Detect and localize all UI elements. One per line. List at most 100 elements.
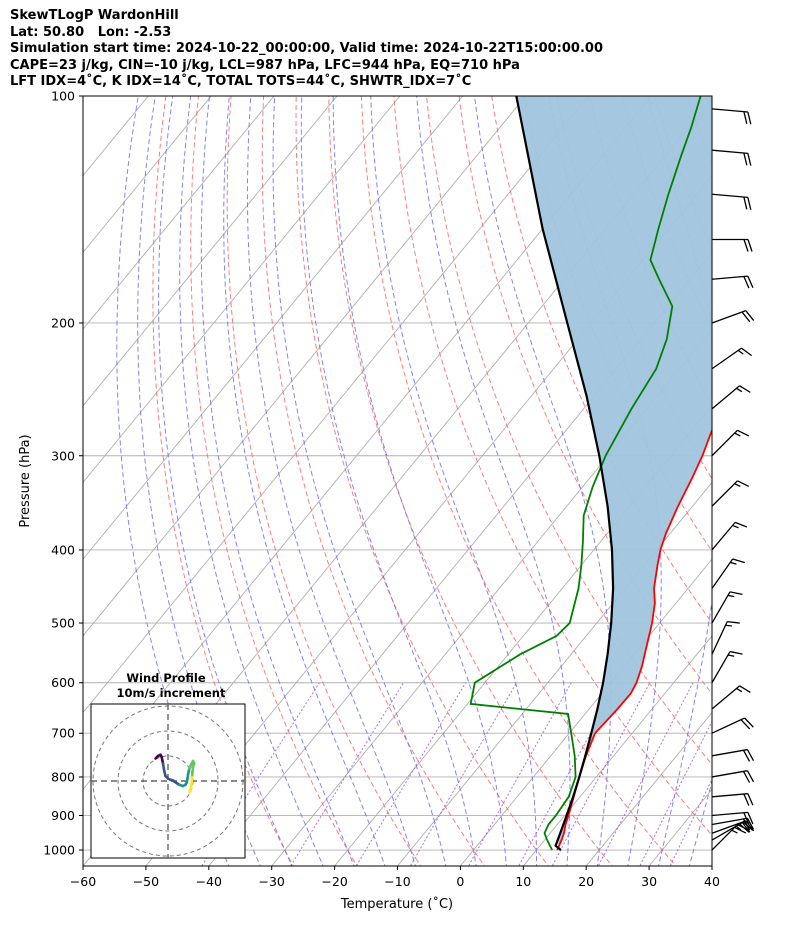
barb-shaft: [711, 558, 734, 589]
series-layer: [469, 96, 712, 851]
barb-half-flag: [732, 524, 739, 529]
parcel-path: [515, 96, 615, 851]
moist-adiabat: [548, 96, 662, 866]
barb-flag: [741, 347, 753, 357]
barb-half-flag: [725, 624, 732, 627]
wind-barb: [712, 238, 753, 252]
isotherm-line: [522, 635, 712, 866]
dry-adiabat: [393, 96, 712, 836]
y-tick-label: 900: [51, 808, 75, 823]
cape-area: [516, 96, 712, 850]
wind-barb: [711, 591, 743, 624]
moist-adiabat: [158, 96, 293, 866]
wind-barb: [711, 685, 751, 710]
barb-flag: [741, 311, 751, 323]
wind-barb: [711, 748, 755, 762]
moist-adiabat: [223, 96, 386, 866]
barb-flag: [742, 749, 751, 762]
barb-shaft: [711, 310, 747, 324]
barb-flag: [734, 521, 748, 528]
wind-barb: [711, 275, 754, 289]
dry-adiabat: [426, 96, 712, 766]
barb-shaft: [711, 347, 742, 370]
wind-barb: [711, 620, 740, 655]
mixing-ratio-line: [290, 682, 404, 866]
barb-flag: [747, 812, 754, 825]
barb-flag: [732, 558, 745, 564]
barb-flag: [739, 385, 751, 393]
chart-header: SkewTLogP WardonHill Lat: 50.80 Lon: -2.5…: [10, 8, 603, 91]
x-tick-label: 40: [704, 874, 720, 889]
wind-barb: [711, 558, 745, 589]
barb-shaft: [711, 149, 748, 154]
wind-barb: [711, 480, 750, 507]
barb-shaft: [711, 685, 740, 710]
isotherm-line: [83, 96, 401, 484]
barb-flag: [737, 429, 750, 437]
barb-half-flag: [736, 687, 743, 693]
dry-adiabat: [458, 96, 712, 695]
barb-flag: [742, 818, 751, 831]
barb-shaft: [711, 817, 748, 826]
wind-barb: [711, 310, 755, 324]
barb-shaft: [711, 748, 748, 757]
x-axis-label: Temperature (˚C): [340, 896, 453, 912]
wind-barb: [711, 385, 751, 410]
isotherm-line: [83, 96, 212, 254]
axes: −60 −50 −40 −30 −20 −10 0 10 20 30 40 1000 900 800 700…: [43, 89, 720, 890]
hodo-segment: [188, 789, 192, 794]
x-tick-label: −50: [133, 874, 159, 889]
x-tick-label: −10: [384, 874, 410, 889]
barb-shaft: [711, 591, 731, 624]
wind-barb: [711, 811, 754, 825]
isotherm-line: [83, 96, 275, 330]
dry-adiabat: [190, 96, 358, 866]
isotherm-line: [83, 96, 464, 560]
time-line: Simulation start time: 2024-10-22_00:00:…: [10, 41, 603, 57]
barb-flag: [743, 239, 749, 252]
dry-adiabat: [714, 79, 794, 869]
barb-flag: [745, 820, 755, 832]
dry-adiabat: [226, 96, 422, 866]
barb-shaft: [711, 717, 745, 734]
isotherm-line: [459, 558, 712, 866]
cape-line: CAPE=23 j/kg, CIN=-10 j/kg, LCL=987 hPa,…: [10, 57, 520, 73]
inset-subtitle: 10m/s increment: [117, 686, 226, 700]
index-line: LFT IDX=4˚C, K IDX=14˚C, TOTAL TOTS=44˚C…: [10, 74, 472, 90]
barb-shaft: [711, 521, 736, 551]
chart-title: SkewTLogP WardonHill: [10, 8, 179, 23]
x-tick-label: −40: [196, 874, 222, 889]
moist-adiabat: [246, 96, 417, 866]
barb-flag: [747, 111, 752, 125]
barb-half-flag: [737, 349, 744, 355]
dry-adiabat: [295, 96, 549, 866]
wind-barbs: [711, 108, 755, 851]
moist-adiabat: [370, 96, 538, 866]
moist-adiabat: [300, 96, 477, 866]
barb-shaft: [711, 824, 738, 851]
barb-flag: [745, 310, 755, 321]
barb-shaft: [711, 275, 748, 280]
barb-half-flag: [734, 483, 741, 488]
barb-flag: [747, 197, 752, 210]
y-tick-label: 600: [51, 675, 75, 690]
moist-adiabat: [332, 96, 507, 866]
dry-adiabat: [360, 96, 677, 866]
barb-flag: [744, 717, 754, 728]
moist-adiabat: [720, 79, 794, 869]
wind-barb: [711, 820, 755, 834]
isotherm-line: [585, 711, 712, 866]
x-tick-label: 10: [515, 874, 531, 889]
mixing-ratio-line: [551, 682, 651, 866]
barb-flag: [741, 821, 751, 833]
wind-barb: [711, 149, 752, 166]
barb-shaft: [711, 820, 747, 834]
moist-adiabat: [179, 96, 324, 866]
isotherm-line: [83, 96, 338, 407]
barb-flag: [727, 620, 740, 624]
barb-flag: [739, 685, 751, 693]
y-axis-label: Pressure (hPa): [18, 434, 33, 527]
barb-flag: [743, 812, 750, 825]
mixing-ratio-line: [467, 682, 572, 866]
wind-barb: [711, 770, 755, 783]
